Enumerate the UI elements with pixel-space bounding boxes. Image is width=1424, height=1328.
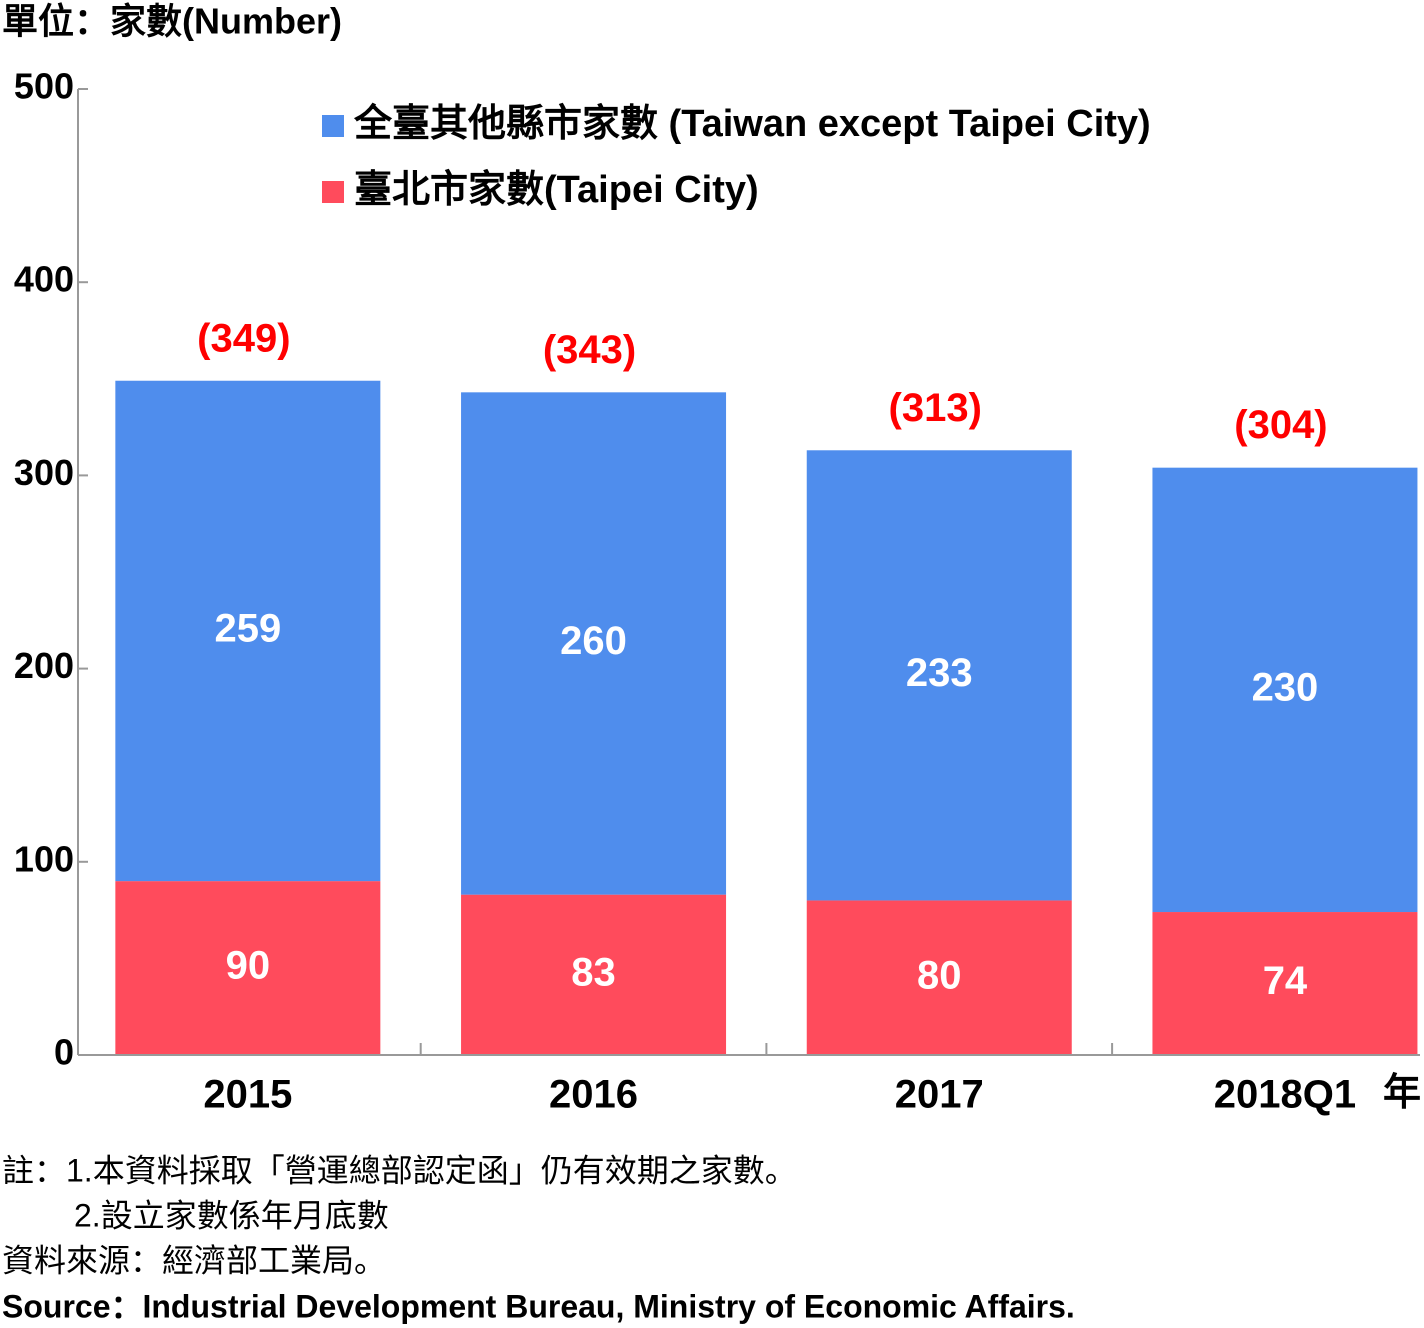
bar-segment	[806, 900, 1072, 1055]
bar-segment	[1152, 912, 1418, 1055]
x-tick-label: 2018Q1	[1214, 1073, 1356, 1117]
value-label: 90	[226, 944, 271, 988]
bar-segment	[461, 392, 727, 895]
y-tick-label: 100	[14, 838, 74, 879]
value-label: 74	[1263, 959, 1308, 1003]
x-axis-label: 年	[1383, 1072, 1421, 1114]
bar-segment	[461, 894, 727, 1055]
legend-label: 全臺其他縣市家數 (Taiwan except Taipei City)	[353, 102, 1151, 145]
value-label: 233	[906, 651, 973, 695]
total-label: (349)	[197, 316, 290, 360]
bar-segment	[115, 380, 381, 882]
source: Source：Industrial Development Bureau, Mi…	[2, 1288, 1075, 1324]
x-tick-label: 2016	[549, 1073, 638, 1117]
legend-swatch	[322, 181, 344, 203]
bar-segment	[115, 881, 381, 1055]
x-tick-label: 2017	[895, 1073, 984, 1117]
bar-segment	[1152, 467, 1418, 913]
legend-swatch	[322, 115, 344, 137]
value-label: 83	[571, 950, 616, 994]
legend-label: 臺北市家數(Taipei City)	[354, 169, 759, 211]
y-tick-label: 0	[54, 1032, 74, 1073]
y-tick-label: 300	[14, 452, 74, 493]
note: 2.設立家數係年月底數	[74, 1197, 389, 1233]
total-label: (304)	[1234, 403, 1327, 447]
note: 註：1.本資料採取「營運總部認定函」仍有效期之家數。	[2, 1152, 797, 1188]
value-label: 260	[560, 619, 627, 663]
y-tick-label: 400	[14, 259, 74, 300]
value-label: 80	[917, 953, 962, 997]
y-tick-label: 200	[14, 645, 74, 686]
bar-segment	[806, 450, 1072, 901]
note: 資料來源：經濟部工業局。	[2, 1242, 386, 1278]
total-label: (343)	[543, 328, 636, 372]
x-tick-label: 2015	[203, 1073, 292, 1117]
unit-label: 單位：家數(Number)	[2, 1, 342, 42]
total-label: (313)	[889, 386, 982, 430]
value-label: 230	[1252, 665, 1319, 709]
value-label: 259	[214, 606, 281, 650]
y-tick-label: 500	[14, 66, 74, 107]
